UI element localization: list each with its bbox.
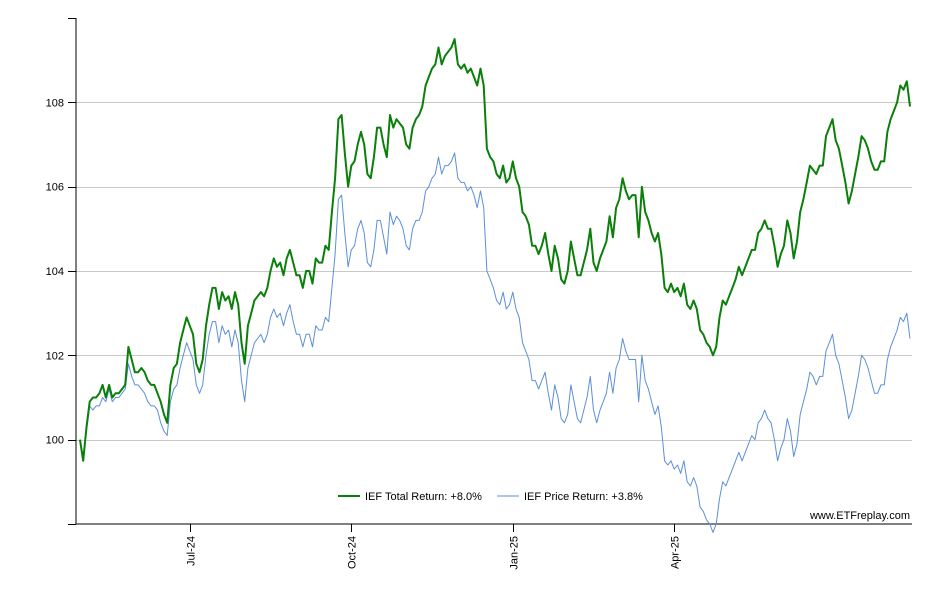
- price-return-line: [79, 152, 911, 533]
- x-tick-label: Oct-24: [347, 536, 359, 569]
- gridlines: [76, 102, 912, 441]
- y-tick-label: 106: [46, 182, 64, 194]
- watermark-text: www.ETFreplay.com: [809, 510, 910, 522]
- legend-label: IEF Price Return: +3.8%: [524, 491, 643, 503]
- legend-label: IEF Total Return: +8.0%: [365, 491, 482, 503]
- total-return-line: [79, 38, 911, 462]
- series-lines: [79, 38, 911, 533]
- y-tick-label: 104: [46, 266, 64, 278]
- y-tick-label: 100: [46, 435, 64, 447]
- y-tick-label: 102: [46, 350, 64, 362]
- x-tick-label: Jan-25: [509, 536, 521, 570]
- x-tick-label: Jul-24: [186, 536, 198, 566]
- x-axis-ticks: Jul-24 Oct-24 Jan-25 Apr-25: [186, 524, 682, 570]
- legend: IEF Total Return: +8.0% IEF Price Return:…: [338, 491, 643, 503]
- y-tick-label: 108: [46, 97, 64, 109]
- x-tick-label: Apr-25: [670, 536, 682, 569]
- y-axis-ticks: 100 102 104 106 108: [46, 18, 76, 525]
